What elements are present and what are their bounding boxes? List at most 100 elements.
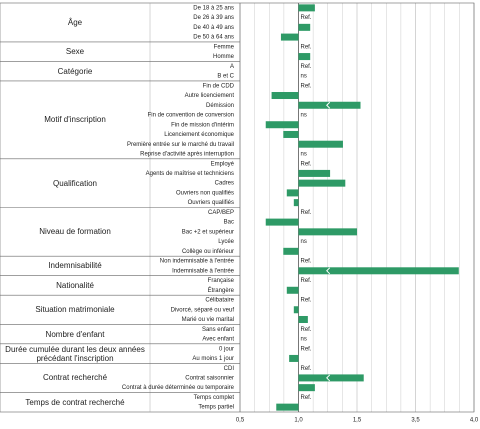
value-label: Ref. xyxy=(301,259,312,265)
category-label: CDI xyxy=(224,366,235,372)
x-tick-label: 1,5 xyxy=(353,418,362,424)
group-label: Contrat recherché xyxy=(42,373,108,383)
axis-break xyxy=(326,374,331,382)
bar xyxy=(265,218,299,226)
bar xyxy=(298,23,311,31)
axis-break xyxy=(326,101,331,109)
bar xyxy=(298,384,315,392)
value-label: Ref. xyxy=(301,346,312,352)
group-label: Motif d'inscription xyxy=(44,115,106,125)
category-label: Démission xyxy=(206,103,234,109)
category-label: Autre licenciement xyxy=(185,93,235,99)
bar xyxy=(298,179,346,187)
category-label: Marié ou vie marital xyxy=(182,317,234,323)
x-tick-label: 3,5 xyxy=(411,418,420,424)
category-label: Licenciement économique xyxy=(164,132,234,138)
x-tick-label: 0,5 xyxy=(236,418,245,424)
category-label: Employé xyxy=(211,161,235,167)
category-label: Célibataire xyxy=(205,298,234,304)
category-label: Au moins 1 jour xyxy=(192,356,234,362)
category-label: Homme xyxy=(213,54,235,60)
category-label: Temps complet xyxy=(194,395,235,401)
category-label: Ouvriers non qualifiés xyxy=(176,190,234,196)
bar xyxy=(293,306,299,314)
value-label: Ref. xyxy=(301,83,312,89)
category-label: Fin de mission d'intérim xyxy=(171,122,234,128)
value-label: Ref. xyxy=(301,278,312,284)
frame xyxy=(0,2,475,413)
category-label: 0 jour xyxy=(219,346,234,352)
group-label: Catégorie xyxy=(57,66,93,76)
bar xyxy=(298,228,357,236)
category-label: Non indemnisable à l'entrée xyxy=(160,259,235,265)
category-label: Divorcé, séparé ou veuf xyxy=(171,307,235,313)
group-box: Nombre d'enfant xyxy=(45,329,105,339)
bar xyxy=(298,374,364,382)
group-box: Qualification xyxy=(52,178,98,188)
category-label: Contrat saisonnier xyxy=(185,375,234,381)
group-box: Catégorie xyxy=(57,66,93,76)
bar xyxy=(286,189,299,197)
category-label: Bac +2 et supérieur xyxy=(182,229,234,235)
value-label: Ref. xyxy=(301,298,312,304)
group-label: Nombre d'enfant xyxy=(45,329,105,339)
bar xyxy=(283,247,299,255)
value-label: ns xyxy=(301,239,307,245)
value-label: Ref. xyxy=(301,395,312,401)
category-label: Cadres xyxy=(215,181,234,187)
group-box: Situation matrimoniale xyxy=(35,305,115,315)
value-label: Ref. xyxy=(301,15,312,21)
category-label: A xyxy=(230,64,234,70)
category-label: Sans enfant xyxy=(202,327,234,333)
bar xyxy=(293,199,299,207)
category-label: Fin de convention de conversion xyxy=(148,113,234,119)
bar xyxy=(298,267,459,275)
category-label: Collège ou inférieur xyxy=(182,249,234,255)
group-box: Âge xyxy=(67,17,83,27)
group-label: Qualification xyxy=(52,178,98,188)
group-label: Indemnisabilité xyxy=(48,261,102,271)
bar xyxy=(298,315,308,323)
value-label: ns xyxy=(301,74,307,80)
category-label: Reprise d'activité après interruption xyxy=(140,152,234,158)
bar xyxy=(298,101,361,109)
group-label: Temps de contrat recherché xyxy=(25,397,125,407)
value-label: ns xyxy=(301,152,307,158)
value-label: Ref. xyxy=(301,327,312,333)
x-tick-label: 4,0 xyxy=(470,418,479,424)
bar xyxy=(271,92,299,100)
category-label: Étrangère xyxy=(208,287,235,294)
bar xyxy=(298,169,331,177)
bar xyxy=(283,130,299,138)
category-label: Avec enfant xyxy=(202,337,234,343)
value-label: Ref. xyxy=(301,366,312,372)
category-label: Agents de maîtrise et techniciens xyxy=(146,171,234,177)
bar xyxy=(280,33,299,41)
group-label: Situation matrimoniale xyxy=(35,305,115,315)
category-label: Fin de CDD xyxy=(203,83,235,89)
group-box: Sexe xyxy=(65,47,85,57)
group-label: Sexe xyxy=(65,47,85,57)
category-label: Française xyxy=(208,278,235,284)
category-label: B et C xyxy=(217,74,234,80)
category-label: Première entrée sur le marché du travail xyxy=(127,142,234,148)
group-box: Durée cumulée durant les deux années pré… xyxy=(5,344,145,363)
group-box: Motif d'inscription xyxy=(44,115,106,125)
x-tick-label: 1,0 xyxy=(294,418,303,424)
group-label: Durée cumulée durant les deux années pré… xyxy=(5,344,145,363)
value-label: Ref. xyxy=(301,44,312,50)
group-label: Nationalité xyxy=(56,280,94,290)
bar xyxy=(289,354,299,362)
category-label: De 40 à 49 ans xyxy=(193,25,234,31)
bar xyxy=(276,403,299,411)
category-label: CAP/BEP xyxy=(208,210,234,216)
category-label: Indemnisable à l'entrée xyxy=(172,268,235,274)
bar xyxy=(298,4,315,12)
category-label: Lycée xyxy=(218,239,234,245)
group-box: Niveau de formation xyxy=(39,227,111,236)
category-label: Femme xyxy=(214,44,235,50)
group-label: Âge xyxy=(67,17,83,27)
value-label: ns xyxy=(301,337,307,343)
category-label: De 50 à 64 ans xyxy=(193,35,234,41)
